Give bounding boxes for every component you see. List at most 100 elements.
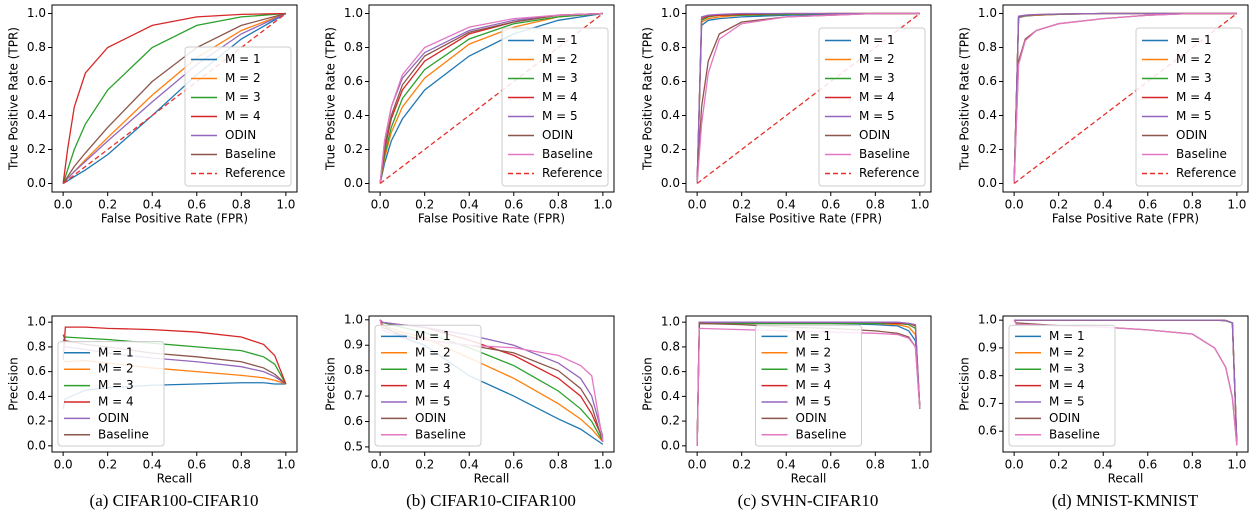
- plot-frame: [368, 4, 615, 193]
- x-tick-label: 0.4: [143, 458, 162, 472]
- legend-label: M = 2: [98, 362, 134, 376]
- series-line: [379, 12, 603, 184]
- x-axis-label: False Positive Rate (FPR): [1052, 212, 1199, 226]
- x-axis-label: False Positive Rate (FPR): [418, 212, 565, 226]
- x-tick-label: 1.0: [593, 458, 612, 472]
- y-tick-label: 0.2: [27, 142, 46, 156]
- legend-label: M = 2: [796, 345, 832, 359]
- caption: (a) CIFAR100-CIFAR10: [90, 491, 259, 510]
- plot-frame: [1002, 315, 1249, 453]
- series-line: [62, 12, 287, 185]
- caption: (c) SVHN-CIFAR10: [738, 491, 879, 510]
- x-tick-label: 0.0: [371, 198, 390, 212]
- series-line: [379, 12, 603, 184]
- series-line: [379, 12, 604, 185]
- y-tick-label: 0.8: [27, 40, 46, 54]
- x-tick-label: 1.0: [593, 198, 612, 212]
- series-line: [379, 319, 604, 437]
- series-line: [1013, 12, 1238, 185]
- y-tick-label: 0.8: [661, 339, 680, 353]
- series-line: [379, 12, 603, 184]
- legend-box: [1008, 324, 1116, 447]
- legend-label: M = 5: [859, 109, 895, 123]
- series-line: [62, 326, 287, 385]
- y-tick-label: 0.5: [344, 439, 363, 453]
- y-axis-label: True Positive Rate (TPR): [641, 27, 655, 171]
- legend-label: M = 4: [225, 109, 261, 123]
- series-line: [379, 12, 603, 184]
- y-tick-label: 0.2: [661, 142, 680, 156]
- series-line: [379, 12, 603, 184]
- legend-label: Baseline: [225, 147, 276, 161]
- legend-label: Reference: [1176, 166, 1236, 180]
- x-axis-label: False Positive Rate (FPR): [735, 212, 882, 226]
- plot-frame: [51, 315, 298, 453]
- legend-label: M = 3: [796, 362, 832, 376]
- legend-label: M = 5: [415, 395, 451, 409]
- chart: 0.0 0.2 0.4 0.6 0.8 1.0 0.0 0.2 0.4 0.6 0.8 1.0 Fals…: [641, 4, 932, 226]
- legend-label: Baseline: [796, 427, 847, 441]
- legend-label: M = 2: [542, 52, 578, 66]
- series-line: [62, 336, 287, 385]
- legend-label: M = 3: [1049, 362, 1085, 376]
- chart: 0.0 0.2 0.4 0.6 0.8 1.0 0.5 0.6 0.7 0.8 0.9 1.0 Reca…: [324, 312, 615, 486]
- y-tick-label: 0.8: [978, 368, 997, 382]
- x-tick-label: 1.0: [276, 198, 295, 212]
- y-tick-label: 0.6: [978, 74, 997, 88]
- legend-label: Baseline: [1176, 147, 1227, 161]
- y-tick-label: 1.0: [344, 312, 363, 326]
- y-tick-label: 0.8: [978, 40, 997, 54]
- x-tick-label: 1.0: [910, 458, 929, 472]
- y-tick-label: 1.0: [978, 6, 997, 20]
- legend-label: Baseline: [1049, 427, 1100, 441]
- legend-label: M = 4: [98, 395, 134, 409]
- y-tick-label: 0.9: [978, 340, 997, 354]
- legend-label: M = 2: [415, 345, 451, 359]
- legend-label: Reference: [225, 166, 285, 180]
- legend-label: M = 3: [542, 71, 578, 85]
- x-tick-label: 0.8: [866, 198, 885, 212]
- y-tick-label: 0.6: [344, 414, 363, 428]
- chart: 0.0 0.2 0.4 0.6 0.8 1.0 0.0 0.2 0.4 0.6 0.8 1.0 Fals…: [324, 4, 615, 226]
- x-tick-label: 0.0: [688, 458, 707, 472]
- legend-label: Baseline: [98, 427, 149, 441]
- y-tick-label: 1.0: [27, 6, 46, 20]
- y-tick-label: 1.0: [344, 6, 363, 20]
- y-tick-label: 0.6: [27, 364, 46, 378]
- y-tick-label: 0.0: [27, 176, 46, 190]
- legend-box: [374, 324, 482, 447]
- legend-label: M = 3: [1176, 71, 1212, 85]
- legend-box: [755, 324, 862, 447]
- x-axis-label: Recall: [1108, 472, 1144, 486]
- x-tick-label: 0.4: [777, 458, 796, 472]
- legend-label: Baseline: [415, 427, 466, 441]
- x-tick-label: 0.8: [1183, 198, 1202, 212]
- y-tick-label: 0.7: [978, 396, 997, 410]
- plot-frame: [685, 4, 932, 193]
- chart: 0.0 0.2 0.4 0.6 0.8 1.0 0.0 0.2 0.4 0.6 0.8 1.0 Fals…: [958, 4, 1249, 226]
- x-tick-label: 0.2: [98, 198, 117, 212]
- y-axis-label: Precision: [641, 357, 655, 411]
- plot-frame: [1002, 4, 1249, 193]
- chart: 0.0 0.2 0.4 0.6 0.8 1.0 0.0 0.2 0.4 0.6 0.8 1.0 Reca…: [7, 315, 298, 486]
- y-tick-label: 0.6: [661, 74, 680, 88]
- legend-label: M = 5: [796, 395, 832, 409]
- x-tick-label: 0.8: [232, 198, 251, 212]
- x-tick-label: 0.0: [54, 198, 73, 212]
- legend-label: M = 1: [225, 52, 261, 66]
- legend-label: ODIN: [415, 411, 446, 425]
- legend-label: M = 4: [859, 90, 895, 104]
- x-tick-label: 0.0: [688, 198, 707, 212]
- x-axis-label: False Positive Rate (FPR): [101, 212, 248, 226]
- chart: 0.0 0.2 0.4 0.6 0.8 1.0 0.0 0.2 0.4 0.6 0.8 1.0 Fals…: [7, 4, 298, 226]
- legend-label: M = 3: [98, 378, 134, 392]
- legend-label: ODIN: [225, 128, 256, 142]
- legend-label: M = 1: [98, 345, 134, 359]
- y-tick-label: 0.2: [344, 142, 363, 156]
- series-line: [62, 12, 287, 184]
- x-tick-label: 0.8: [549, 458, 568, 472]
- x-tick-label: 0.6: [1138, 198, 1157, 212]
- x-tick-label: 0.8: [1183, 458, 1202, 472]
- x-tick-label: 0.6: [821, 198, 840, 212]
